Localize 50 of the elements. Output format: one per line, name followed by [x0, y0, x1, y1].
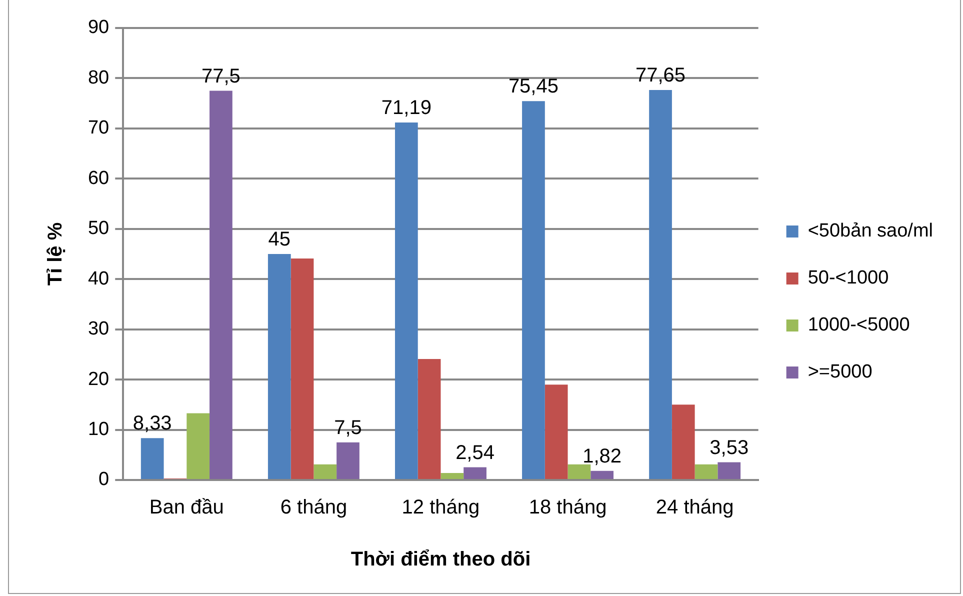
y-tick-label: 60: [88, 168, 110, 189]
x-tick-label: 6 tháng: [280, 496, 348, 519]
data-label: 8,33: [132, 412, 172, 435]
bar: [418, 358, 441, 479]
data-label: 2,54: [456, 442, 494, 464]
data-label: 77,5: [201, 65, 240, 88]
bar: [314, 464, 337, 479]
data-label: 1,82: [582, 445, 622, 468]
data-label: 75,45: [508, 76, 558, 98]
x-tick-label: 18 tháng: [528, 496, 607, 519]
y-tick-label: 90: [88, 17, 110, 38]
y-tick-label: 0: [98, 469, 110, 490]
bar: [186, 413, 210, 479]
bar: [590, 470, 614, 479]
bar: [290, 258, 314, 479]
legend-label: >=5000: [808, 362, 872, 383]
x-tick-label: Ban đầu: [149, 496, 224, 519]
bar: [440, 472, 464, 479]
bar: [649, 90, 672, 479]
y-tick-label: 80: [88, 67, 110, 88]
x-tick-label: 12 tháng: [402, 496, 480, 519]
legend-label: <50bản sao/ml: [808, 220, 933, 242]
x-tick-label: 24 tháng: [656, 496, 734, 519]
y-tick-label: 50: [88, 218, 110, 240]
bar: [544, 384, 568, 479]
bar: [464, 467, 486, 479]
x-axis-title: Thời điểm theo dõi: [350, 548, 531, 571]
bar: [395, 122, 418, 479]
y-tick-label: 70: [88, 118, 110, 139]
bar: [522, 101, 545, 479]
bar: [718, 462, 741, 479]
y-tick-label: 20: [88, 368, 110, 390]
bar: [672, 404, 695, 479]
y-tick-label: 40: [88, 268, 110, 290]
bar: [694, 464, 718, 479]
bar: [268, 254, 291, 479]
legend-label: 1000-<5000: [808, 314, 910, 336]
data-label: 7,5: [334, 416, 362, 439]
data-label: 71,19: [381, 96, 432, 119]
y-tick-label: 30: [88, 318, 110, 340]
data-label: 77,65: [635, 64, 686, 87]
legend-label: 50-<1000: [808, 268, 889, 289]
data-label: 3,53: [710, 436, 749, 459]
bar: [140, 438, 164, 479]
data-label: 45: [268, 228, 291, 251]
bar: [210, 90, 232, 479]
y-axis-title: Tỉ lệ %: [44, 222, 67, 286]
bar: [336, 442, 360, 479]
bar: [568, 464, 591, 479]
y-tick-label: 10: [88, 419, 110, 440]
